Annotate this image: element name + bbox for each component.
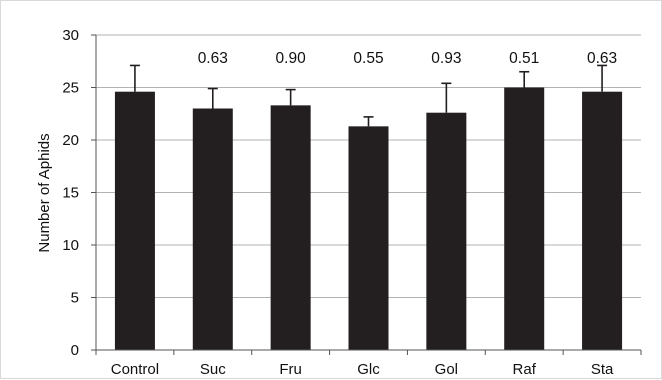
error-bars-group <box>129 64 608 127</box>
bar <box>582 91 623 350</box>
x-tick-label: Glc <box>357 361 380 378</box>
bars-group <box>114 87 623 350</box>
bar <box>114 91 155 350</box>
p-value-label: 0.55 <box>353 50 383 67</box>
x-tick-label: Control <box>111 361 159 378</box>
y-tick-label: 10 <box>62 237 79 254</box>
axes-group <box>91 34 642 355</box>
y-tick-label: 30 <box>62 27 79 44</box>
bar <box>426 112 467 350</box>
bar <box>192 108 233 350</box>
y-tick-label: 5 <box>71 290 79 307</box>
p-value-label: 0.63 <box>198 50 228 67</box>
bar <box>348 126 389 350</box>
p-value-label: 0.63 <box>587 50 617 67</box>
p-value-label: 0.93 <box>431 50 461 67</box>
x-tick-label: Raf <box>513 361 537 378</box>
y-tick-label: 0 <box>71 342 79 359</box>
x-tick-label: Sta <box>591 361 614 378</box>
bar <box>504 87 545 350</box>
y-tick-label: 15 <box>62 185 79 202</box>
p-value-label: 0.90 <box>276 50 307 67</box>
y-tick-label: 20 <box>62 132 79 149</box>
y-tick-label: 25 <box>62 80 79 97</box>
y-axis-title: Number of Aphids <box>36 133 53 252</box>
p-value-label: 0.51 <box>509 50 539 67</box>
x-tick-label: Fru <box>279 361 302 378</box>
x-tick-label: Suc <box>200 361 226 378</box>
x-tick-label: Gol <box>435 361 458 378</box>
labels-group: 0 5 10 15 20 25 30 Control Suc 0.63 Fru 0.90 Glc 0.55… <box>62 27 617 378</box>
bar <box>270 105 311 350</box>
